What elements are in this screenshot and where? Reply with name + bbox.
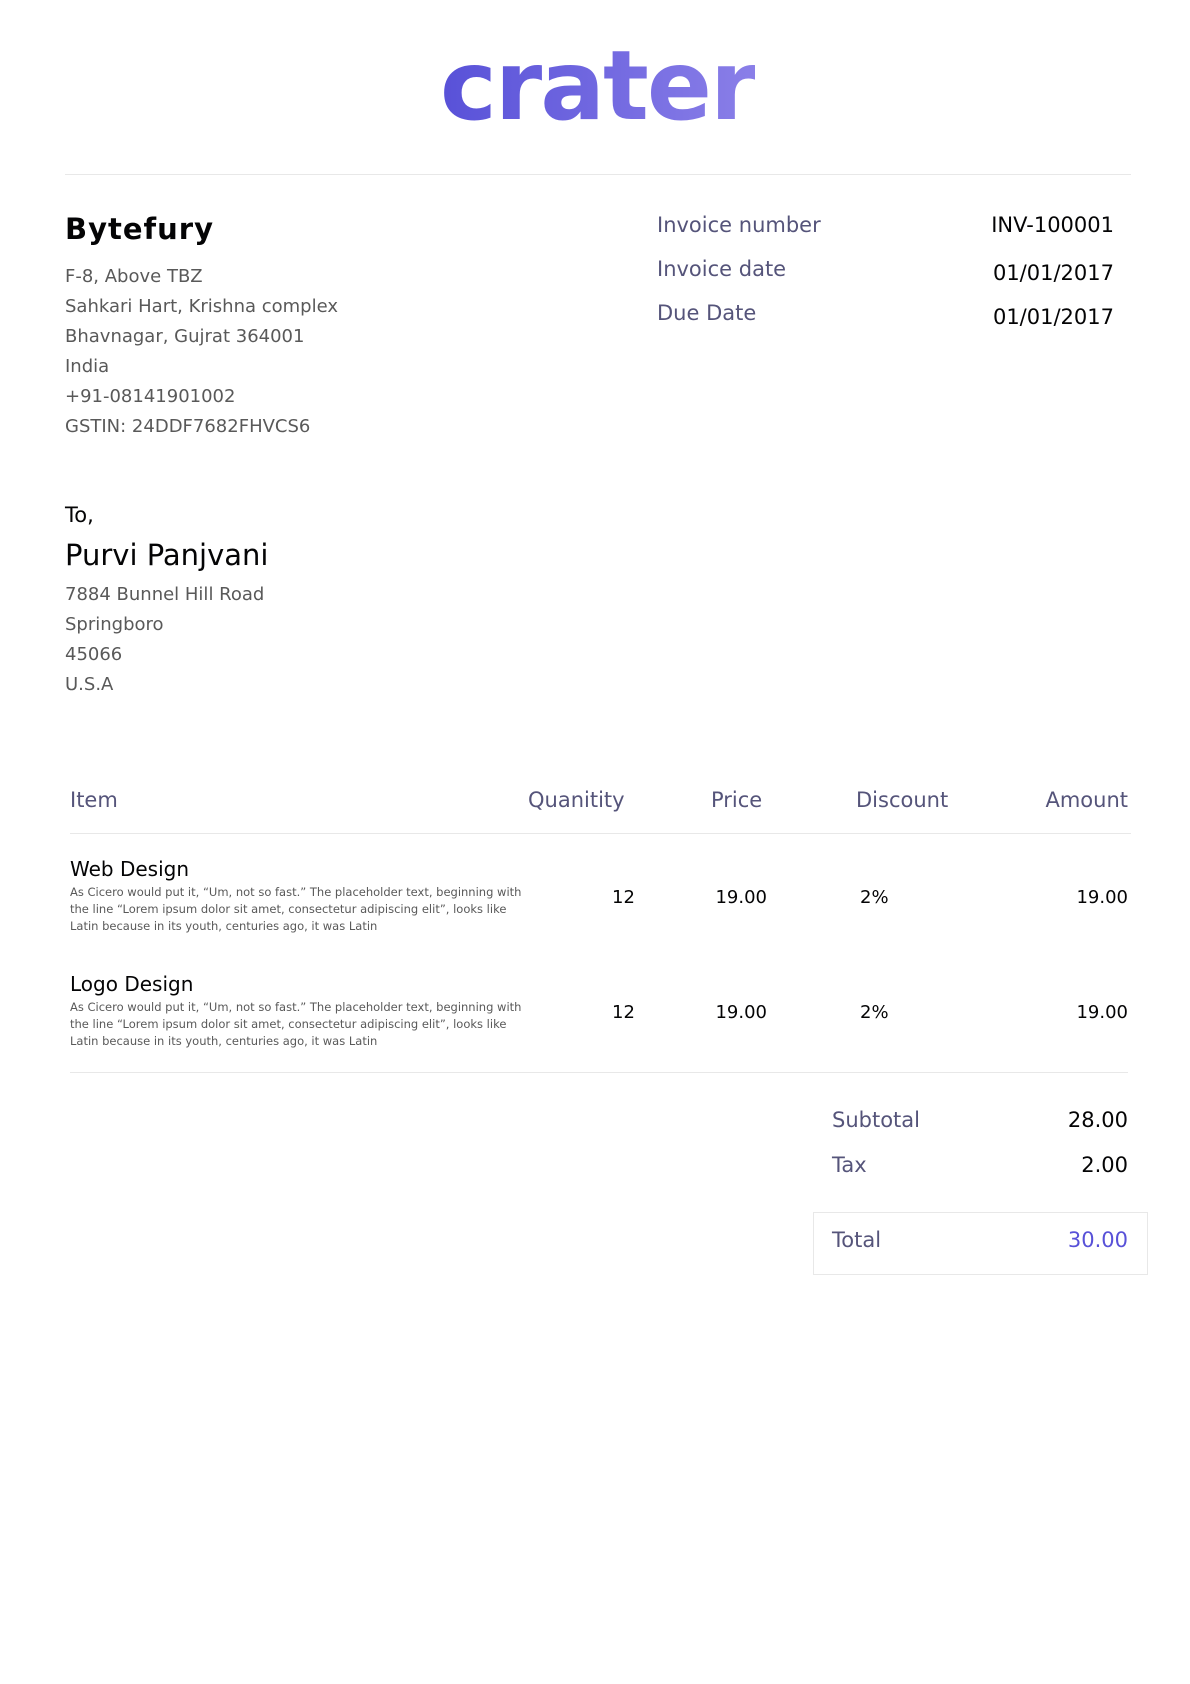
total-value: 30.00 bbox=[1067, 1228, 1128, 1252]
item-quantity: 12 bbox=[612, 887, 635, 908]
customer-name: Purvi Panjvani bbox=[65, 538, 269, 572]
total-box bbox=[813, 1212, 1148, 1275]
item-amount: 19.00 bbox=[1076, 1002, 1128, 1023]
subtotal-label: Subtotal bbox=[832, 1108, 920, 1132]
company-phone: +91-08141901002 bbox=[65, 386, 236, 407]
tax-label: Tax bbox=[832, 1153, 867, 1177]
table-footer-divider bbox=[70, 1072, 1128, 1073]
item-amount: 19.00 bbox=[1076, 887, 1128, 908]
company-gstin: GSTIN: 24DDF7682FHVCS6 bbox=[65, 416, 311, 437]
header-price: Price bbox=[711, 788, 763, 812]
invoice-date-label: Invoice date bbox=[657, 257, 787, 281]
item-name: Logo Design bbox=[70, 972, 194, 996]
company-address-line: Bhavnagar, Gujrat 364001 bbox=[65, 326, 305, 347]
item-price: 19.00 bbox=[715, 1002, 767, 1023]
item-price: 19.00 bbox=[715, 887, 767, 908]
invoice-number: INV-100001 bbox=[991, 213, 1114, 237]
item-name: Web Design bbox=[70, 857, 190, 881]
subtotal-value: 28.00 bbox=[1067, 1108, 1128, 1132]
due-date-label: Due Date bbox=[657, 301, 757, 325]
header-item: Item bbox=[70, 788, 118, 812]
item-description: As Cicero would put it, “Um, not so fast… bbox=[70, 1000, 522, 1048]
due-date: 01/01/2017 bbox=[992, 305, 1114, 329]
item-discount: 2% bbox=[860, 1002, 889, 1023]
header-amount: Amount bbox=[1045, 788, 1128, 812]
item-quantity: 12 bbox=[612, 1002, 635, 1023]
total-label: Total bbox=[832, 1228, 882, 1252]
customer-address-line: 45066 bbox=[65, 644, 123, 665]
header-quantity: Quanitity bbox=[528, 788, 625, 812]
billing-to-label: To, bbox=[65, 503, 94, 527]
tax-value: 2.00 bbox=[1081, 1153, 1128, 1177]
customer-address-line: Springboro bbox=[65, 614, 164, 635]
header-discount: Discount bbox=[856, 788, 949, 812]
customer-address-line: 7884 Bunnel Hill Road bbox=[65, 584, 265, 605]
invoice-date: 01/01/2017 bbox=[992, 261, 1114, 285]
company-address-line: Sahkari Hart, Krishna complex bbox=[65, 296, 339, 317]
company-name: Bytefury bbox=[65, 212, 215, 246]
company-address-line: India bbox=[65, 356, 110, 377]
company-address-line: F-8, Above TBZ bbox=[65, 266, 203, 287]
header-divider bbox=[65, 174, 1131, 175]
invoice-number-label: Invoice number bbox=[657, 213, 821, 237]
item-description: As Cicero would put it, “Um, not so fast… bbox=[70, 885, 522, 933]
table-header-divider bbox=[70, 833, 1131, 834]
customer-address-line: U.S.A bbox=[65, 674, 114, 695]
crater-logo: crater bbox=[440, 30, 757, 142]
item-discount: 2% bbox=[860, 887, 889, 908]
